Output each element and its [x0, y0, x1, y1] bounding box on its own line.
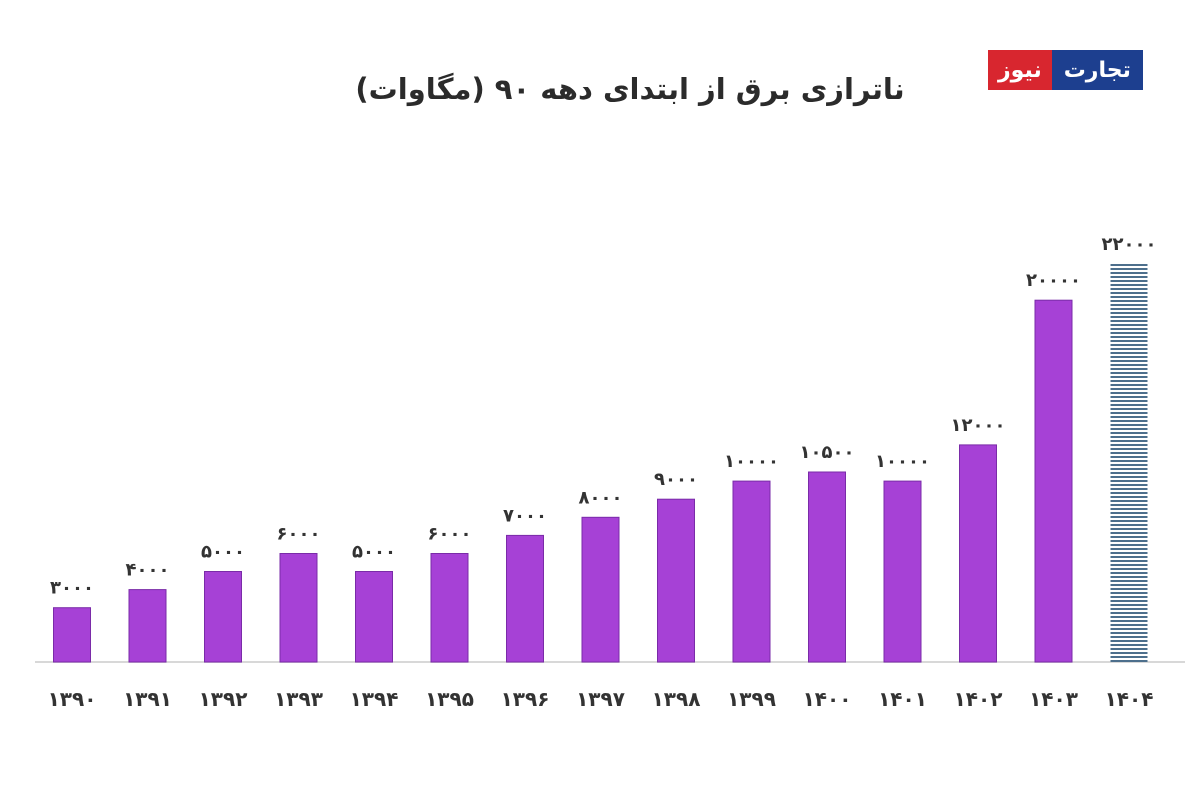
- category-label-7: ۱۳۹۷: [576, 687, 625, 711]
- category-label-13: ۱۴۰۳: [1029, 687, 1078, 711]
- value-label-1: ۴۰۰۰: [126, 560, 170, 581]
- category-label-10: ۱۴۰۰: [803, 687, 852, 711]
- value-label-7: ۸۰۰۰: [579, 487, 623, 508]
- bar-12: [959, 444, 997, 663]
- category-label-4: ۱۳۹۴: [350, 687, 399, 711]
- value-label-10: ۱۰۵۰۰: [800, 442, 855, 463]
- bar-13: [1034, 299, 1073, 663]
- brand-logo: نیوز تجارت: [988, 50, 1143, 90]
- value-label-0: ۳۰۰۰: [50, 578, 94, 599]
- value-label-3: ۶۰۰۰: [277, 524, 321, 545]
- bar-0: [53, 607, 91, 663]
- category-label-12: ۱۴۰۲: [954, 687, 1003, 711]
- bar-7: [581, 516, 620, 663]
- category-label-5: ۱۳۹۵: [425, 687, 474, 711]
- value-label-2: ۵۰۰۰: [201, 542, 245, 563]
- value-label-6: ۷۰۰۰: [503, 505, 547, 526]
- category-label-3: ۱۳۹۳: [274, 687, 323, 711]
- value-label-14: ۲۲۰۰۰: [1102, 234, 1157, 255]
- category-labels-layer: ۱۳۹۰ ۱۳۹۱ ۱۳۹۲ ۱۳۹۳ ۱۳۹۴ ۱۳۹۵ ۱۳۹۶ ۱۳۹۷ ۱۳۹۸ ۱۳۹۹…: [48, 687, 1154, 711]
- category-label-14: ۱۴۰۴: [1105, 687, 1154, 711]
- bar-6: [506, 534, 544, 663]
- category-label-6: ۱۳۹۶: [501, 687, 550, 711]
- bar-8: [657, 498, 695, 663]
- bar-4: [355, 571, 393, 663]
- category-label-1: ۱۳۹۱: [123, 687, 172, 711]
- value-label-5: ۶۰۰۰: [428, 524, 472, 545]
- bar-14: [1110, 264, 1148, 662]
- chart-title: ناترازی برق از ابتدای دهه ۹۰ (مگاوات): [355, 72, 905, 106]
- logo-part-red: نیوز: [988, 50, 1052, 90]
- value-label-8: ۹۰۰۰: [654, 469, 698, 490]
- bars-layer: [53, 264, 1148, 663]
- bar-1: [128, 589, 167, 663]
- bar-5: [430, 553, 469, 663]
- value-label-13: ۲۰۰۰۰: [1026, 270, 1081, 291]
- category-label-0: ۱۳۹۰: [48, 687, 97, 711]
- bar-3: [279, 553, 318, 663]
- category-label-11: ۱۴۰۱: [878, 687, 927, 711]
- bar-10: [808, 471, 846, 663]
- bar-11: [883, 480, 922, 663]
- bar-2: [204, 571, 242, 663]
- category-label-9: ۱۳۹۹: [727, 687, 776, 711]
- category-label-2: ۱۳۹۲: [199, 687, 248, 711]
- category-label-8: ۱۳۹۸: [652, 687, 701, 711]
- bar-9: [732, 480, 771, 663]
- value-label-12: ۱۲۰۰۰: [951, 415, 1006, 436]
- value-labels-layer: ۳۰۰۰ ۴۰۰۰ ۵۰۰۰ ۶۰۰۰ ۵۰۰۰ ۶۰۰۰ ۷۰۰۰ ۸۰۰۰ ۹۰۰۰ ۱۰۰۰…: [50, 234, 1156, 599]
- value-label-11: ۱۰۰۰۰: [875, 451, 930, 472]
- value-label-9: ۱۰۰۰۰: [724, 451, 779, 472]
- value-label-4: ۵۰۰۰: [352, 542, 396, 563]
- logo-part-blue: تجارت: [1051, 50, 1143, 90]
